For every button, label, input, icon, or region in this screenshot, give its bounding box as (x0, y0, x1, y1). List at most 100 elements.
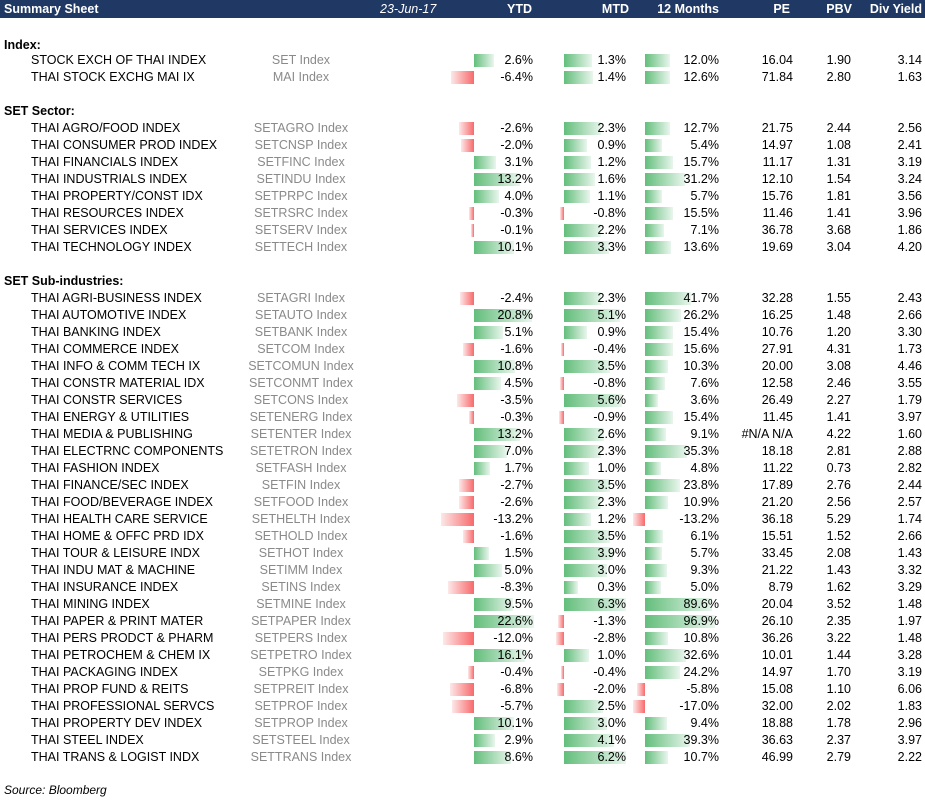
ticker: SETFIN Index (261, 478, 341, 492)
ticker: SETPKG Index (258, 665, 344, 679)
pbv-value: 4.31 (826, 342, 851, 356)
ticker: SET Index (271, 53, 331, 67)
ytd-value: -12.0% (493, 631, 533, 645)
index-name: THAI STOCK EXCHG MAI IX (31, 70, 195, 84)
dy-value: 3.24 (897, 172, 922, 186)
m12-bar-positive (645, 173, 685, 186)
m12-bar-positive (645, 207, 673, 220)
index-name: THAI PETROCHEM & CHEM IX (31, 648, 211, 662)
mtd-value: 0.9% (597, 138, 627, 152)
mtd-value: -0.8% (593, 206, 626, 220)
m12-bar-negative (633, 700, 645, 713)
ticker: MAI Index (272, 70, 330, 84)
index-name: THAI INSURANCE INDEX (31, 580, 179, 594)
dy-value: 1.79 (897, 393, 922, 407)
mtd-value: -0.4% (593, 665, 626, 679)
ytd-bar-positive (474, 598, 513, 611)
mtd-bar-positive (564, 513, 592, 526)
pe-value: 71.84 (761, 70, 793, 84)
col-header-12months: 12 Months (657, 2, 719, 16)
table-row: THAI BANKING INDEX SETBANK Index 5.1% 0.9% 1… (0, 324, 925, 341)
table-row: THAI TECHNOLOGY INDEX SETTECH Index 10.1% 3… (0, 239, 925, 256)
table-row: THAI PROPERTY DEV INDEX SETPROP Index 10.1… (0, 715, 925, 732)
ticker: SETPROF Index (254, 699, 348, 713)
dy-value: 1.97 (897, 614, 922, 628)
pe-value: 17.89 (761, 478, 793, 492)
ytd-value: 4.0% (504, 189, 534, 203)
pe-value: 10.76 (761, 325, 793, 339)
dy-value: 1.48 (897, 597, 922, 611)
pe-value: 27.91 (761, 342, 793, 356)
index-name: THAI CONSUMER PROD INDEX (31, 138, 218, 152)
pe-value: 15.76 (761, 189, 793, 203)
pe-value: 11.22 (762, 461, 793, 475)
source-note: Source: Bloomberg (4, 783, 107, 797)
dy-value: 2.82 (897, 461, 922, 475)
m12-bar-positive (645, 564, 667, 577)
m12-value: 15.4% (683, 325, 719, 339)
ytd-value: -3.5% (500, 393, 533, 407)
m12-value: 41.7% (683, 291, 719, 305)
mtd-value: 1.0% (597, 461, 627, 475)
dy-value: 3.97 (897, 733, 922, 747)
col-header-pe: PE (773, 2, 790, 16)
m12-bar-positive (645, 615, 715, 628)
m12-value: 31.2% (683, 172, 719, 186)
pe-value: 11.45 (762, 410, 793, 424)
ticker: SETFASH Index (255, 461, 347, 475)
table-row: THAI PROP FUND & REITS SETPREIT Index -6.8… (0, 681, 925, 698)
ytd-bar-positive (474, 377, 501, 390)
mtd-value: 3.9% (597, 546, 627, 560)
ytd-bar-negative (442, 632, 474, 645)
pbv-value: 1.90 (826, 53, 851, 67)
ticker: SETINDU Index (256, 172, 346, 186)
mtd-value: 6.3% (597, 597, 627, 611)
ytd-bar-negative (471, 224, 474, 237)
pbv-value: 3.04 (826, 240, 851, 254)
pe-value: 11.17 (762, 155, 793, 169)
mtd-bar-positive (564, 564, 607, 577)
pbv-value: 3.68 (826, 223, 851, 237)
ytd-value: -8.3% (500, 580, 533, 594)
section-title: Index: (4, 38, 41, 52)
mtd-value: 3.0% (597, 563, 627, 577)
index-name: THAI PAPER & PRINT MATER (31, 614, 204, 628)
mtd-bar-positive (564, 394, 623, 407)
ytd-value: -2.4% (500, 291, 533, 305)
col-header-div-yield: Div Yield (869, 2, 922, 16)
index-name: THAI BANKING INDEX (31, 325, 161, 339)
mtd-bar-positive (564, 734, 615, 747)
dy-value: 1.63 (897, 70, 922, 84)
pbv-value: 1.43 (826, 563, 851, 577)
m12-bar-positive (645, 394, 659, 407)
m12-bar-positive (645, 326, 673, 339)
pbv-value: 1.70 (826, 665, 851, 679)
table-row: THAI AUTOMOTIVE INDEX SETAUTO Index 20.8% 5… (0, 307, 925, 324)
header-bar: Summary Sheet 23-Jun-17 YTD MTD 12 Month… (0, 0, 925, 18)
pe-value: 16.04 (761, 53, 793, 67)
mtd-bar-positive (564, 581, 578, 594)
ticker: SETINS Index (261, 580, 341, 594)
ticker: SETPROP Index (254, 716, 348, 730)
ytd-bar-positive (474, 615, 534, 628)
mtd-value: 1.1% (597, 189, 627, 203)
table-row: THAI STOCK EXCHG MAI IX MAI Index -6.4% 1.4… (0, 69, 925, 86)
ytd-bar-negative (459, 122, 474, 135)
ytd-value: 10.1% (497, 716, 533, 730)
ytd-value: 2.6% (504, 53, 534, 67)
ticker: SETHELTH Index (251, 512, 351, 526)
dy-value: 3.32 (897, 563, 922, 577)
dy-value: 3.96 (897, 206, 922, 220)
index-name: THAI INDUSTRIALS INDEX (31, 172, 188, 186)
dy-value: 3.19 (897, 665, 922, 679)
ytd-value: -0.3% (500, 206, 533, 220)
dy-value: 2.88 (897, 444, 922, 458)
m12-value: 3.6% (690, 393, 720, 407)
mtd-bar-positive (564, 462, 589, 475)
ticker: SETCNSP Index (254, 138, 348, 152)
index-name: THAI COMMERCE INDEX (31, 342, 179, 356)
mtd-value: 3.0% (597, 716, 627, 730)
index-name: THAI FASHION INDEX (31, 461, 160, 475)
ytd-bar-positive (474, 173, 520, 186)
ytd-bar-positive (474, 734, 496, 747)
